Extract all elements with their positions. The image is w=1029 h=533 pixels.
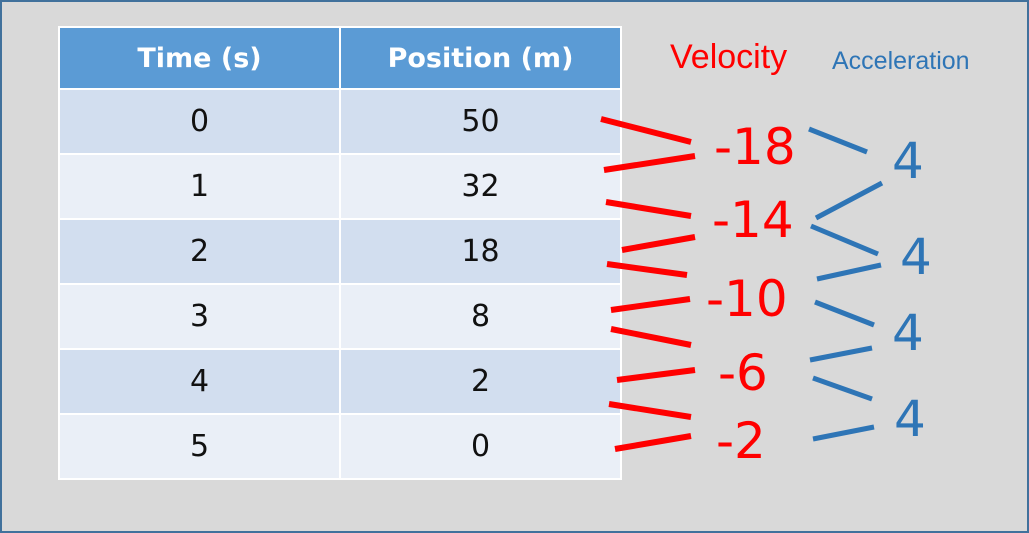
acceleration-connector-line	[814, 299, 875, 328]
acceleration-header: Acceleration	[832, 47, 970, 75]
acceleration-connector-line	[816, 262, 882, 282]
acceleration-value: 4	[894, 390, 926, 448]
table-row: 3 8	[58, 283, 622, 350]
velocity-value: -18	[714, 118, 796, 176]
table-row: 5 0	[58, 413, 622, 480]
time-cell: 5	[58, 413, 341, 480]
time-position-table: Time (s) Position (m) 0 50 1 32 2 18 3 8	[58, 26, 622, 480]
velocity-connector-line	[603, 153, 696, 173]
table-row: 2 18	[58, 218, 622, 285]
position-cell: 0	[339, 413, 622, 480]
velocity-connector-lines	[600, 116, 696, 452]
time-cell: 4	[58, 348, 341, 415]
position-column-header: Position (m)	[339, 26, 622, 90]
table-row: 1 32	[58, 153, 622, 220]
velocity-connector-line	[621, 234, 696, 253]
velocity-connector-line	[614, 433, 692, 452]
acceleration-value: 4	[892, 132, 924, 190]
acceleration-connector-line	[808, 126, 868, 155]
acceleration-connector-line	[812, 424, 875, 442]
velocity-connector-line	[616, 367, 696, 383]
position-cell: 50	[339, 88, 622, 155]
time-cell: 3	[58, 283, 341, 350]
time-cell: 1	[58, 153, 341, 220]
velocity-connector-line	[606, 261, 688, 278]
time-cell: 2	[58, 218, 341, 285]
velocity-value: -14	[712, 191, 794, 249]
velocity-value: -10	[706, 270, 788, 328]
position-cell: 8	[339, 283, 622, 350]
velocity-connector-line	[600, 116, 692, 145]
table-row: 0 50	[58, 88, 622, 155]
position-cell: 2	[339, 348, 622, 415]
velocity-value: -6	[718, 344, 768, 402]
time-cell: 0	[58, 88, 341, 155]
velocity-connector-line	[610, 326, 692, 348]
acceleration-connector-line	[814, 180, 884, 221]
time-column-header: Time (s)	[58, 26, 341, 90]
velocity-value: -2	[716, 412, 766, 470]
table-row: 4 2	[58, 348, 622, 415]
acceleration-value: 4	[892, 304, 924, 362]
position-cell: 18	[339, 218, 622, 285]
acceleration-connector-lines	[808, 126, 884, 442]
velocity-connector-line	[610, 296, 691, 313]
velocity-connector-line	[605, 199, 692, 219]
position-cell: 32	[339, 153, 622, 220]
table-header-row: Time (s) Position (m)	[58, 26, 622, 90]
acceleration-connector-line	[809, 345, 873, 363]
velocity-connector-line	[608, 401, 692, 420]
acceleration-value: 4	[900, 228, 932, 286]
acceleration-connector-line	[810, 223, 879, 257]
acceleration-connector-line	[812, 375, 873, 402]
velocity-header: Velocity	[670, 38, 788, 76]
